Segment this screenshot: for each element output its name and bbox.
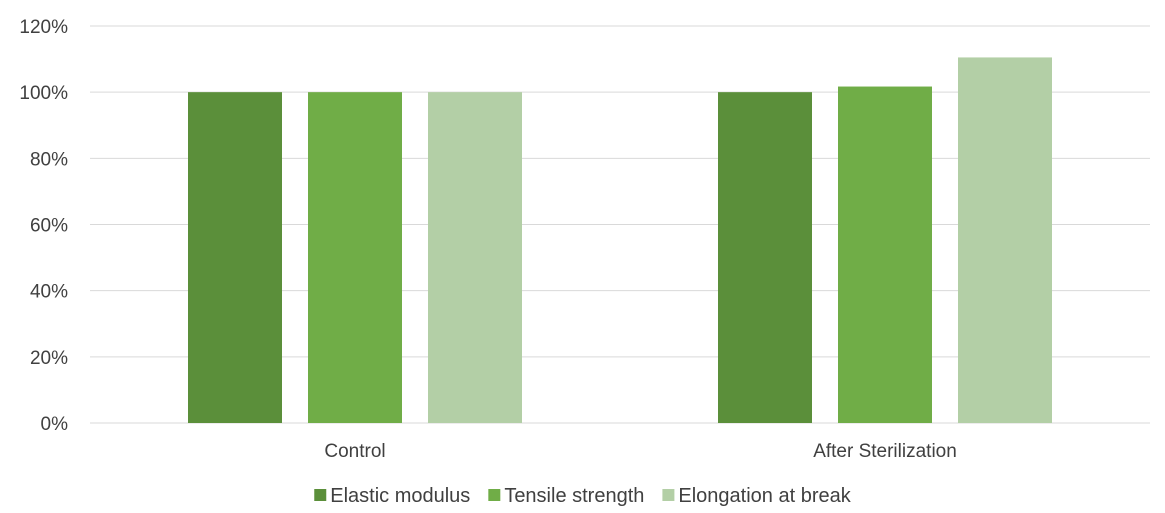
legend: Elastic modulus Tensile strength Elongatio…	[314, 485, 852, 507]
y-tick-label: 40%	[30, 282, 68, 303]
bar-elongation-at-break-after-sterilization	[958, 57, 1052, 423]
y-axis: 0% 20% 40% 60% 80% 100% 120%	[19, 17, 68, 435]
x-category-label: After Sterilization	[813, 441, 957, 462]
legend-item-elongation-at-break: Elongation at break	[662, 485, 852, 507]
legend-swatch	[488, 489, 501, 501]
legend-label: Elastic modulus	[330, 485, 470, 507]
y-tick-label: 80%	[30, 149, 68, 170]
y-tick-label: 120%	[19, 17, 68, 38]
x-category-label: Control	[324, 441, 385, 462]
legend-item-elastic-modulus: Elastic modulus	[314, 485, 470, 507]
bar-tensile-strength-control	[308, 92, 402, 424]
bar-elastic-modulus-after-sterilization	[718, 92, 812, 424]
bar-elastic-modulus-control	[188, 92, 282, 424]
legend-swatch	[662, 489, 675, 501]
y-tick-label: 60%	[30, 216, 68, 237]
legend-label: Tensile strength	[504, 485, 644, 507]
x-axis: Control After Sterilization	[324, 441, 956, 462]
legend-item-tensile-strength: Tensile strength	[488, 485, 644, 507]
legend-label: Elongation at break	[678, 485, 851, 507]
bar-tensile-strength-after-sterilization	[838, 86, 932, 423]
bars	[188, 57, 1052, 424]
y-tick-label: 0%	[41, 414, 69, 435]
legend-swatch	[314, 489, 327, 501]
bar-elongation-at-break-control	[428, 92, 522, 424]
y-tick-label: 20%	[30, 348, 68, 369]
y-tick-label: 100%	[19, 83, 68, 104]
